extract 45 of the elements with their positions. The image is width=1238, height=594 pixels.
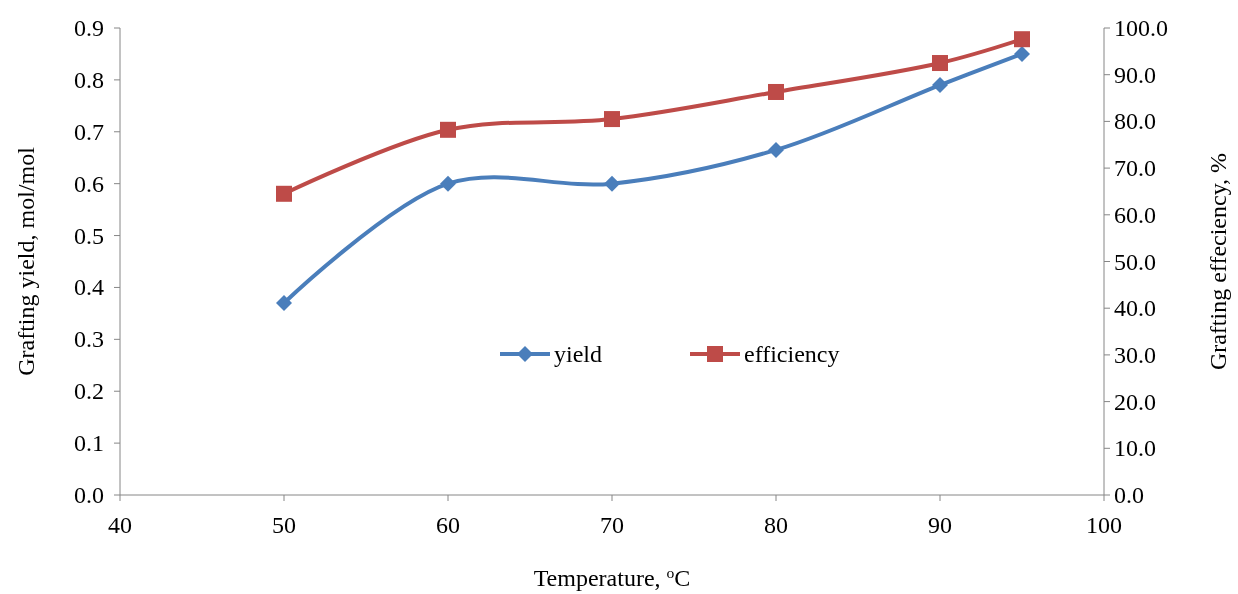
y-tick-label: 0.0 — [74, 482, 104, 508]
y2-tick-label: 30.0 — [1114, 341, 1156, 368]
x-axis-title: Temperature, $^{o}$C — [533, 563, 691, 591]
point — [1014, 31, 1030, 48]
point — [932, 77, 948, 94]
y2-axis-title: Grafting effeciency, % — [1205, 152, 1231, 371]
legend-label: yield — [554, 341, 602, 367]
y2-tick-label: 70.0 — [1114, 155, 1156, 182]
y2-tick-label: 10.0 — [1114, 435, 1156, 462]
x-tick-label: 40 — [108, 512, 132, 538]
point — [1014, 45, 1030, 62]
y2-tick-label: 90.0 — [1114, 61, 1156, 88]
y2-tick-label: 0.0 — [1114, 482, 1144, 508]
point — [932, 55, 948, 72]
x-tick-label: 60 — [436, 512, 460, 538]
point — [276, 185, 292, 202]
x-tick-label: 80 — [764, 512, 788, 538]
x-tick-label: 50 — [272, 512, 296, 538]
y2-tick-label: 20.0 — [1114, 388, 1156, 415]
y2-tick-label: 80.0 — [1114, 108, 1156, 135]
y2-tick-label: 60.0 — [1114, 201, 1156, 228]
point — [768, 141, 784, 158]
point — [604, 175, 620, 192]
y-tick-label: 0.1 — [74, 430, 104, 457]
y-tick-label: 0.2 — [74, 378, 104, 405]
y-tick-label: 0.8 — [74, 66, 104, 93]
y2-tick-label: 100.0 — [1114, 15, 1168, 41]
x-tick-label: 90 — [928, 512, 952, 538]
point — [604, 111, 620, 128]
point — [768, 83, 784, 100]
x-tick-label: 70 — [600, 512, 624, 538]
legend-label: efficiency — [744, 341, 840, 367]
y-tick-label: 0.5 — [74, 222, 104, 249]
y-axis-title: Grafting yield, mol/mol — [13, 146, 39, 376]
y-tick-label: 0.6 — [74, 170, 104, 197]
point — [440, 175, 456, 192]
point — [276, 295, 292, 312]
y2-tick-label: 40.0 — [1114, 295, 1156, 322]
point — [440, 121, 456, 138]
y-tick-label: 0.3 — [74, 326, 104, 353]
x-tick-label: 100 — [1086, 512, 1122, 538]
y-tick-label: 0.4 — [74, 274, 104, 301]
y2-tick-label: 50.0 — [1114, 248, 1156, 275]
y-tick-label: 0.9 — [74, 15, 104, 41]
y-tick-label: 0.7 — [74, 118, 104, 145]
